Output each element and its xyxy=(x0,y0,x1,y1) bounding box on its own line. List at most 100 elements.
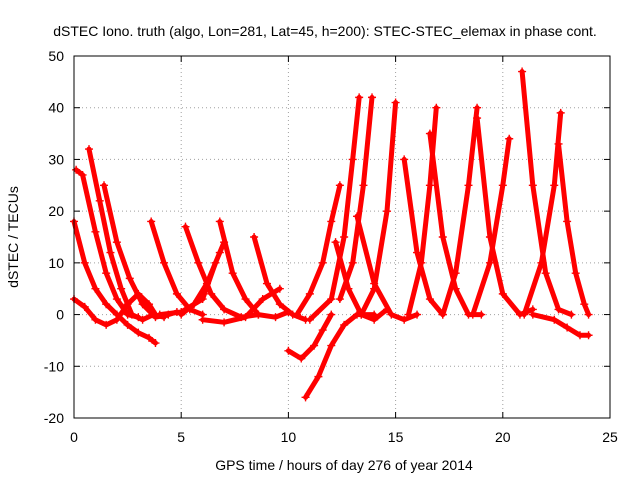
data-point xyxy=(580,300,589,309)
data-series xyxy=(70,67,593,402)
data-point xyxy=(127,310,136,319)
data-point xyxy=(370,315,379,324)
data-point xyxy=(80,258,89,267)
data-point xyxy=(541,269,550,278)
x-tick-label: 20 xyxy=(495,429,511,445)
data-point xyxy=(387,310,396,319)
data-point xyxy=(438,310,447,319)
data-series-26 xyxy=(468,134,514,319)
data-point xyxy=(550,181,559,190)
data-point xyxy=(438,233,447,241)
data-point xyxy=(335,295,344,304)
data-point xyxy=(584,331,593,340)
data-point xyxy=(417,258,426,267)
data-point xyxy=(151,339,160,348)
data-point xyxy=(102,320,111,329)
y-axis-title: dSTEC / TECUs xyxy=(5,186,21,288)
data-point xyxy=(301,393,310,402)
data-series-2 xyxy=(70,217,160,348)
data-point xyxy=(106,248,115,257)
data-point xyxy=(391,98,400,107)
data-point xyxy=(368,93,377,102)
data-point xyxy=(147,217,156,226)
data-point xyxy=(134,328,143,337)
data-point xyxy=(528,181,537,190)
data-point xyxy=(145,333,154,342)
data-point xyxy=(117,284,126,293)
data-series-17 xyxy=(305,93,364,324)
data-point xyxy=(575,331,584,340)
data-point xyxy=(563,323,572,332)
data-point xyxy=(155,310,164,319)
data-point xyxy=(348,258,357,267)
data-point xyxy=(473,103,482,112)
data-point xyxy=(305,315,314,324)
data-point xyxy=(112,295,121,304)
plot-frame xyxy=(73,55,611,419)
data-point xyxy=(348,155,357,164)
data-point xyxy=(335,181,344,190)
data-series-27 xyxy=(518,67,576,319)
data-point xyxy=(554,139,563,148)
data-point xyxy=(432,103,441,112)
data-point xyxy=(357,310,366,319)
data-point xyxy=(400,315,409,324)
y-tick-label: 30 xyxy=(48,151,64,167)
data-point xyxy=(554,305,563,314)
data-point xyxy=(254,310,263,319)
data-point xyxy=(327,341,336,350)
data-point xyxy=(207,289,216,298)
data-point xyxy=(198,315,207,324)
data-point xyxy=(151,313,160,322)
y-tick-label: 10 xyxy=(48,255,64,271)
data-point xyxy=(228,269,237,278)
data-point xyxy=(125,274,134,283)
y-tick-label: 0 xyxy=(56,307,64,323)
x-tick-label: 25 xyxy=(602,429,618,445)
y-tick-label: 50 xyxy=(48,48,64,64)
data-point xyxy=(102,269,111,278)
data-series-15 xyxy=(292,181,344,319)
data-point xyxy=(220,318,229,327)
y-tick-label: 40 xyxy=(48,100,64,116)
data-point xyxy=(340,233,349,241)
data-point xyxy=(327,295,336,304)
series-trace xyxy=(401,156,446,318)
data-point xyxy=(262,279,271,288)
data-point xyxy=(370,284,379,293)
data-point xyxy=(464,181,473,190)
data-point xyxy=(112,310,121,319)
data-point xyxy=(413,248,422,257)
data-point xyxy=(78,170,87,179)
data-point xyxy=(91,227,100,236)
series-trace xyxy=(556,141,592,318)
data-point xyxy=(138,315,147,324)
data-point xyxy=(258,295,267,304)
data-point xyxy=(102,300,111,309)
data-point xyxy=(331,238,340,247)
x-tick-label: 10 xyxy=(281,429,297,445)
data-point xyxy=(425,181,434,190)
data-point xyxy=(275,300,284,309)
data-point xyxy=(571,269,580,278)
data-point xyxy=(425,129,434,138)
data-point xyxy=(292,310,301,319)
data-point xyxy=(520,310,529,319)
x-tick-label: 15 xyxy=(388,429,404,445)
data-point xyxy=(413,310,422,319)
data-point xyxy=(85,145,94,154)
data-point xyxy=(383,207,392,216)
data-point xyxy=(498,181,507,190)
axis-ticks: 0 5 10 15 20 25 -20 -10 0 10 20 30 40 50 xyxy=(44,48,618,445)
series-trace xyxy=(303,312,377,400)
data-point xyxy=(95,196,104,205)
data-point xyxy=(271,313,280,322)
data-point xyxy=(318,258,327,267)
data-point xyxy=(400,155,409,164)
data-point xyxy=(194,258,203,267)
x-tick-label: 0 xyxy=(70,429,78,445)
y-tick-label: 20 xyxy=(48,203,64,219)
data-point xyxy=(160,258,169,267)
data-point xyxy=(425,295,434,304)
